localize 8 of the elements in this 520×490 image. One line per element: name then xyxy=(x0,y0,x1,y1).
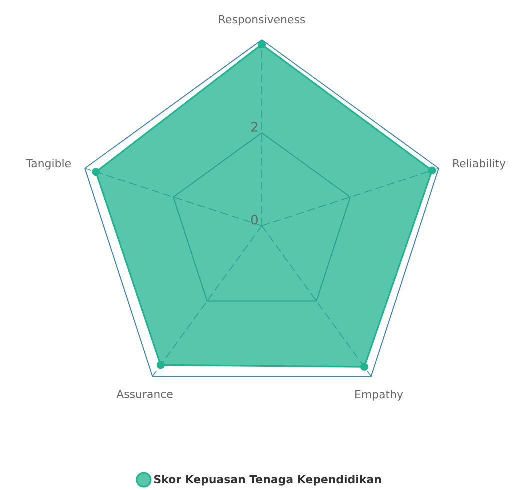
y-tick-label: 2 xyxy=(252,122,258,132)
spoke-label: Tangible xyxy=(26,159,71,170)
spoke-label: Responsiveness xyxy=(219,15,306,26)
spoke-label: Empathy xyxy=(356,390,404,401)
y-tick-label: 0 xyxy=(251,215,258,225)
spoke-label: Reliability xyxy=(454,159,506,170)
legend-label: Skor Kepuasan Tenaga Kependidikan xyxy=(154,475,382,486)
spoke-label: Assurance xyxy=(116,390,173,398)
